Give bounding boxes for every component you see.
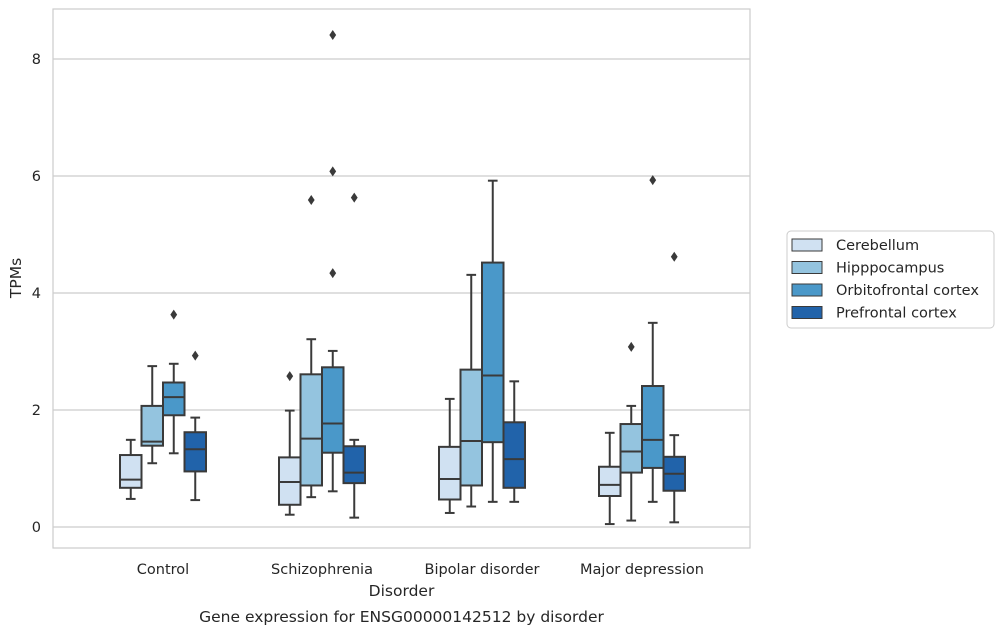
box-cerebellum [119,438,143,500]
y-tick-label: 6 [32,169,41,185]
box-body [299,373,323,487]
box-body [140,404,164,447]
outlier-point [350,192,358,203]
box-body [481,261,505,444]
outlier-point [627,341,635,352]
outlier-point [191,350,199,361]
y-axis-label: TPMs [7,258,25,299]
box-body [502,421,526,489]
y-tick-label: 8 [32,52,41,68]
legend-swatch [791,261,823,274]
box-body [459,368,483,487]
box-hipppocampus [299,194,323,499]
outlier-point [329,166,337,177]
box-cerebellum [438,397,462,514]
outlier-point [670,251,678,262]
x-axis-label: Disorder [369,582,435,600]
y-tick-label: 0 [32,520,41,536]
outlier-point [329,30,337,41]
x-tick-label: Major depression [580,562,704,578]
legend: Cerebellum Hipppocampus Orbitofrontal cort… [786,230,995,329]
outlier-point [170,309,178,320]
x-tick-label: Bipolar disorder [425,562,540,578]
box-body [641,385,665,469]
legend-swatch [791,306,823,319]
box-cerebellum [278,371,302,516]
box-body [183,431,207,473]
box-orbitofrontal-cortex [641,175,665,503]
box-body [619,423,643,474]
boxes-layer [119,30,686,526]
box-prefrontal-cortex [502,380,526,503]
x-tick-label: Control [137,562,189,578]
legend-frame [786,230,995,329]
box-body [598,465,622,497]
legend-swatch [791,238,823,252]
box-orbitofrontal-cortex [321,30,345,493]
legend-swatch [791,283,823,297]
x-tick-label: Schizophrenia [271,562,373,578]
box-body [321,366,345,454]
axis-ticks: 0 2 4 6 8 Control Schizophrenia Bipolar disorde… [32,52,704,578]
box-cerebellum [598,431,622,526]
outlier-point [649,175,657,186]
box-prefrontal-cortex [183,350,207,502]
outlier-point [286,371,294,382]
y-tick-label: 2 [32,403,41,419]
outlier-point [329,268,337,279]
legend-label: Cerebellum [836,238,919,254]
box-orbitofrontal-cortex [162,309,186,455]
box-body [342,445,366,485]
box-body [119,454,143,489]
chart-caption: Gene expression for ENSG00000142512 by d… [199,608,604,626]
box-orbitofrontal-cortex [481,179,505,503]
plot-frame [52,8,751,549]
box-hipppocampus [459,273,483,508]
legend-label: Prefrontal cortex [836,306,957,322]
outlier-point [307,194,315,205]
box-body [162,381,186,417]
legend-label: Orbitofrontal cortex [836,283,979,299]
legend-label: Hipppocampus [836,261,944,277]
box-hipppocampus [619,341,643,522]
box-body [438,445,462,501]
box-prefrontal-cortex [662,251,686,524]
box-prefrontal-cortex [342,192,366,519]
box-hipppocampus [140,365,164,465]
y-tick-label: 4 [32,286,41,302]
